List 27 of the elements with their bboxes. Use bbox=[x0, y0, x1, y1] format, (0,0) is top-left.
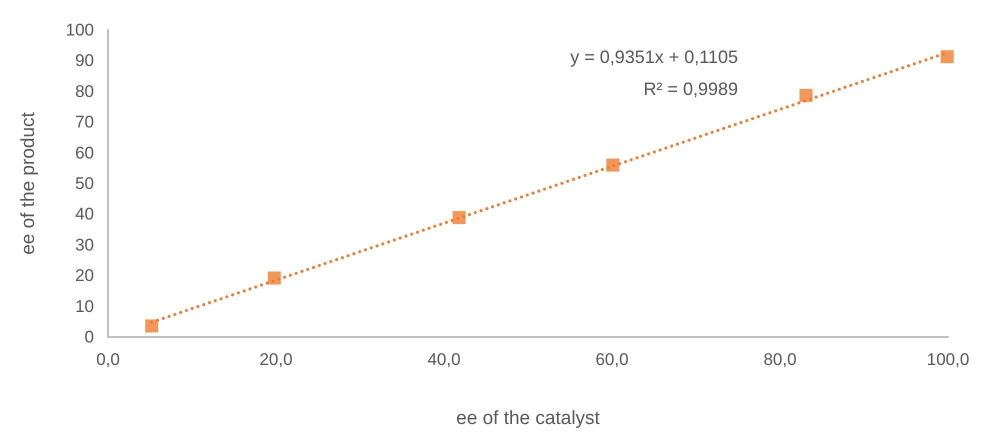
point bbox=[940, 50, 954, 64]
x-axis-title: ee of the catalyst bbox=[456, 408, 601, 429]
y-tick-label: 30 bbox=[75, 235, 94, 254]
y-axis-title: ee of the product bbox=[18, 111, 39, 255]
point bbox=[145, 319, 158, 332]
y-tick-label: 80 bbox=[75, 82, 94, 101]
y-tick-label: 90 bbox=[75, 51, 94, 70]
x-tick-label: 60,0 bbox=[595, 350, 629, 369]
y-tick-label: 60 bbox=[75, 143, 94, 162]
x-tick-label: 20,0 bbox=[259, 350, 293, 369]
annotation: y = 0,9351x + 0,1105 bbox=[570, 47, 738, 67]
x-tick-label: 80,0 bbox=[763, 350, 797, 369]
point bbox=[268, 272, 281, 285]
x-tick-label: 40,0 bbox=[427, 350, 461, 369]
annotation: R² = 0,9989 bbox=[643, 79, 738, 99]
y-tick-label: 40 bbox=[75, 204, 94, 224]
y-tick-label: 50 bbox=[75, 174, 94, 193]
y-tick-label: 70 bbox=[75, 112, 94, 132]
x-tick-label: 100,0 bbox=[926, 350, 970, 369]
y-tick-label: 10 bbox=[75, 296, 94, 316]
y-tick-label: 0 bbox=[84, 328, 94, 346]
point bbox=[452, 211, 466, 224]
point bbox=[606, 158, 620, 172]
y-tick-label: 20 bbox=[75, 266, 94, 286]
y-tick-label: 100 bbox=[66, 20, 94, 40]
x-tick-label: 0,0 bbox=[96, 350, 120, 369]
point bbox=[800, 88, 813, 102]
